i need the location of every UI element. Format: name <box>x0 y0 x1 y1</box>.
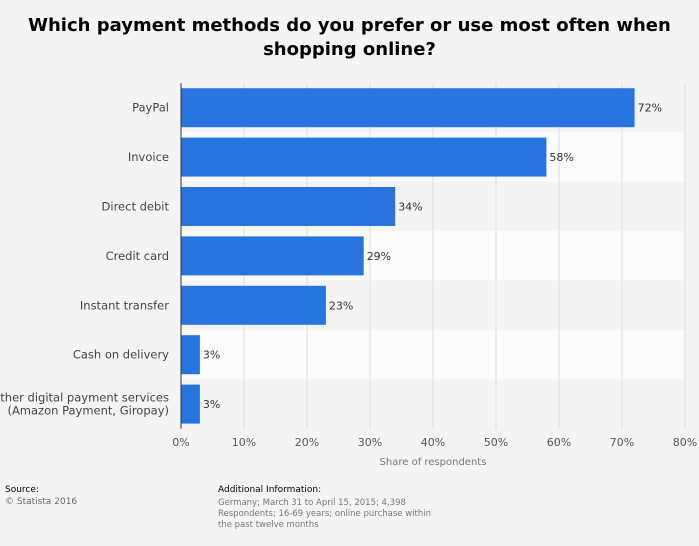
source-value: © Statista 2016 <box>5 497 78 507</box>
category-label: Invoice <box>128 150 169 164</box>
x-tick-label: 10% <box>232 436 256 449</box>
x-tick-label: 70% <box>610 436 634 449</box>
x-tick-label: 60% <box>547 436 571 449</box>
value-label: 3% <box>203 349 220 362</box>
value-label: 3% <box>203 398 220 411</box>
x-tick-label: 40% <box>421 436 445 449</box>
bar <box>181 88 635 128</box>
source-block: Source: © Statista 2016 <box>5 484 77 508</box>
x-tick-label: 50% <box>484 436 508 449</box>
value-label: 34% <box>398 201 422 214</box>
value-label: 72% <box>638 102 662 115</box>
category-label: Instant transfer <box>80 298 169 312</box>
value-labels: 72% 58% 34% 29% 23% 3% 3% <box>203 102 662 411</box>
source-label: Source: <box>5 485 39 495</box>
additional-info: Additional Information: Germany; March 3… <box>218 485 438 531</box>
x-tick-labels: 0% 10% 20% 30% 40% 50% 60% 70% 80% <box>172 436 697 449</box>
bar <box>181 236 364 276</box>
category-label: Cash on delivery <box>73 348 169 362</box>
x-tick-label: 0% <box>172 436 189 449</box>
category-label: PayPal <box>132 101 169 115</box>
bar <box>181 285 326 325</box>
category-labels: PayPal Invoice Direct debit Credit card Inst… <box>0 101 169 418</box>
chart-title: Which payment methods do you prefer or u… <box>28 15 671 60</box>
value-label: 29% <box>367 250 391 263</box>
bars <box>181 88 635 424</box>
bar <box>181 335 200 375</box>
category-label: Other digital payment services (Amazon Pa… <box>0 391 169 418</box>
bar <box>181 137 547 177</box>
info-label: Additional Information: <box>218 485 322 495</box>
info-text: Germany; March 31 to April 15, 2015; 4,3… <box>218 498 431 530</box>
x-tick-label: 80% <box>673 436 697 449</box>
value-label: 23% <box>329 299 353 312</box>
x-tick-label: 30% <box>358 436 382 449</box>
bar-chart: PayPal Invoice Direct debit Credit card Inst… <box>0 83 697 468</box>
value-label: 58% <box>549 151 573 164</box>
x-axis-label: Share of respondents <box>380 457 487 468</box>
bar <box>181 384 200 424</box>
category-label: Direct debit <box>102 200 170 214</box>
x-tick-label: 20% <box>295 436 319 449</box>
bar <box>181 187 396 226</box>
category-label: Credit card <box>106 249 169 263</box>
